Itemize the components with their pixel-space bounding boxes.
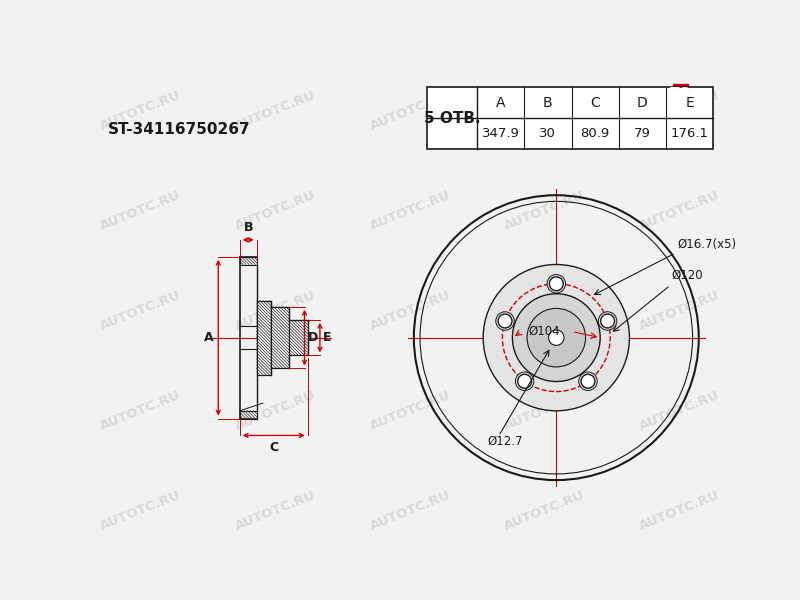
Text: AUTOTC.RU: AUTOTC.RU — [638, 188, 722, 233]
Text: C: C — [269, 441, 278, 454]
Text: B: B — [243, 221, 253, 235]
Circle shape — [598, 312, 617, 330]
Text: AUTOTC.RU: AUTOTC.RU — [233, 289, 318, 333]
Circle shape — [581, 374, 595, 388]
Circle shape — [483, 265, 630, 411]
Text: E: E — [686, 96, 694, 110]
Text: AUTOTC.RU: AUTOTC.RU — [502, 188, 587, 233]
Text: B: B — [543, 96, 553, 110]
Text: AUTOTC.RU: AUTOTC.RU — [98, 188, 182, 233]
Circle shape — [496, 312, 514, 330]
Text: www.Auto: www.Auto — [634, 86, 713, 100]
Text: AUTOTC.RU: AUTOTC.RU — [638, 88, 722, 133]
Text: AUTOTC.RU: AUTOTC.RU — [502, 289, 587, 333]
Text: E: E — [323, 331, 331, 344]
Text: 5 ОТВ.: 5 ОТВ. — [424, 110, 480, 125]
Text: C: C — [590, 96, 600, 110]
Text: Ø104: Ø104 — [529, 325, 561, 338]
Text: AUTOTC.RU: AUTOTC.RU — [98, 88, 182, 133]
Text: .ru: .ru — [689, 86, 710, 100]
Text: AUTOTC.RU: AUTOTC.RU — [368, 489, 452, 533]
Text: AUTOTC.RU: AUTOTC.RU — [368, 389, 452, 433]
Text: AUTOTC.RU: AUTOTC.RU — [502, 88, 587, 133]
Text: AUTOTC.RU: AUTOTC.RU — [233, 489, 318, 533]
Circle shape — [513, 294, 600, 382]
Text: AUTOTC.RU: AUTOTC.RU — [233, 88, 318, 133]
Text: AUTOTC.RU: AUTOTC.RU — [98, 289, 182, 333]
Text: AUTOTC.RU: AUTOTC.RU — [502, 389, 587, 433]
Bar — [427, 88, 714, 149]
Text: AUTOTC.RU: AUTOTC.RU — [638, 389, 722, 433]
Bar — [673, 83, 688, 94]
Circle shape — [601, 314, 614, 328]
Circle shape — [498, 314, 512, 328]
Circle shape — [518, 374, 531, 388]
Circle shape — [515, 372, 534, 391]
Text: 347.9: 347.9 — [482, 127, 519, 140]
Text: AUTOTC.RU: AUTOTC.RU — [638, 489, 722, 533]
Circle shape — [550, 277, 563, 290]
Text: Ø16.7(x5): Ø16.7(x5) — [677, 238, 736, 251]
Text: Ø12.7: Ø12.7 — [487, 435, 522, 448]
Bar — [270, 307, 289, 368]
Text: AUTOTC.RU: AUTOTC.RU — [368, 88, 452, 133]
Text: AUTOTC.RU: AUTOTC.RU — [233, 389, 318, 433]
Circle shape — [578, 372, 598, 391]
Bar — [257, 301, 270, 374]
Circle shape — [549, 330, 564, 346]
Text: A: A — [496, 96, 506, 110]
Text: D: D — [307, 331, 318, 344]
Text: AUTOTC.RU: AUTOTC.RU — [368, 289, 452, 333]
Circle shape — [527, 308, 586, 367]
Text: 80.9: 80.9 — [581, 127, 610, 140]
Text: AUTOTC.RU: AUTOTC.RU — [502, 489, 587, 533]
Text: 30: 30 — [539, 127, 556, 140]
Circle shape — [547, 275, 566, 293]
Text: AUTOTC.RU: AUTOTC.RU — [98, 389, 182, 433]
Text: 176.1: 176.1 — [670, 127, 709, 140]
Text: AUTOTC.RU: AUTOTC.RU — [98, 489, 182, 533]
Text: Ø120: Ø120 — [672, 269, 703, 282]
Bar — [240, 257, 257, 265]
Text: TC: TC — [670, 86, 690, 100]
Text: 79: 79 — [634, 127, 651, 140]
Bar — [240, 411, 257, 419]
Text: D: D — [637, 96, 648, 110]
Text: AUTOTC.RU: AUTOTC.RU — [368, 188, 452, 233]
Text: ST-34116750267: ST-34116750267 — [108, 122, 250, 137]
Text: AUTOTC.RU: AUTOTC.RU — [638, 289, 722, 333]
Text: AUTOTC.RU: AUTOTC.RU — [233, 188, 318, 233]
Bar — [289, 320, 307, 355]
Text: A: A — [204, 331, 214, 344]
